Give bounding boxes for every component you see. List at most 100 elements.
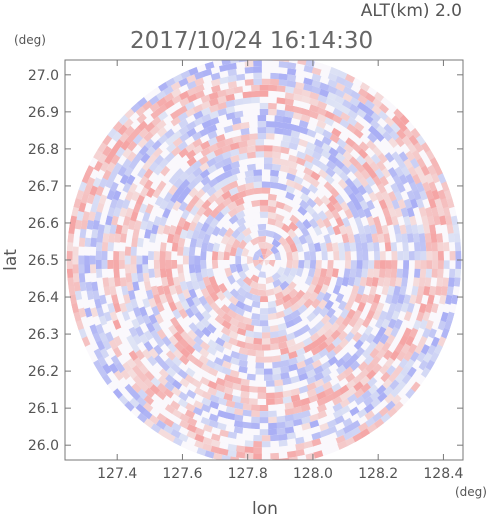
velocity-bin — [215, 371, 226, 380]
velocity-bin — [242, 310, 253, 319]
velocity-bin — [436, 233, 444, 243]
velocity-bin — [372, 363, 383, 375]
velocity-bin — [165, 199, 175, 211]
velocity-bin — [453, 277, 461, 288]
velocity-bin — [272, 278, 283, 289]
velocity-bin — [290, 207, 301, 218]
velocity-bin — [359, 233, 368, 244]
velocity-bin — [356, 354, 367, 366]
velocity-bin — [104, 355, 114, 367]
velocity-bin — [200, 191, 211, 203]
velocity-bin — [298, 372, 309, 382]
velocity-bin — [387, 285, 395, 296]
velocity-bin — [89, 264, 97, 274]
velocity-bin — [222, 197, 233, 207]
velocity-bin — [427, 164, 437, 176]
velocity-bin — [407, 343, 418, 355]
velocity-bin — [253, 331, 262, 339]
velocity-bin — [113, 173, 123, 185]
velocity-bin — [257, 127, 267, 134]
velocity-bin — [222, 219, 233, 231]
velocity-bin — [209, 207, 220, 219]
velocity-bin — [225, 412, 236, 421]
velocity-bin — [277, 322, 288, 331]
velocity-bin — [174, 185, 185, 196]
velocity-bin — [162, 207, 171, 219]
velocity-bin — [217, 101, 228, 110]
velocity-bin — [101, 268, 109, 278]
velocity-bin — [246, 355, 256, 363]
velocity-bin — [223, 137, 234, 146]
velocity-bin — [446, 198, 455, 209]
velocity-bin — [157, 126, 168, 138]
velocity-bin — [346, 200, 356, 212]
velocity-bin — [178, 338, 189, 349]
velocity-bin — [112, 162, 123, 173]
velocity-bin — [317, 100, 328, 110]
velocity-bin — [384, 268, 392, 279]
velocity-bin — [235, 433, 246, 441]
velocity-bin — [444, 189, 453, 201]
velocity-bin — [349, 360, 361, 372]
velocity-bin — [130, 264, 137, 274]
velocity-bin — [131, 190, 141, 202]
velocity-bin — [397, 260, 404, 270]
velocity-bin — [320, 361, 332, 371]
velocity-bin — [393, 285, 401, 296]
velocity-bin — [159, 148, 171, 159]
velocity-bin — [384, 183, 394, 194]
velocity-bin — [327, 91, 338, 101]
velocity-bin — [412, 206, 421, 218]
velocity-bin — [105, 215, 113, 226]
velocity-bin — [180, 300, 190, 311]
velocity-bin — [302, 290, 312, 302]
velocity-bin — [228, 295, 239, 306]
velocity-bin — [440, 224, 448, 235]
velocity-bin — [251, 96, 261, 104]
velocity-bin — [125, 190, 134, 202]
velocity-bin — [192, 413, 203, 423]
velocity-bin — [163, 114, 174, 125]
velocity-bin — [159, 241, 167, 252]
velocity-bin — [376, 160, 387, 172]
velocity-bin — [131, 318, 141, 329]
velocity-bin — [376, 124, 387, 136]
velocity-bin — [136, 396, 147, 407]
velocity-bin — [92, 219, 100, 230]
velocity-bin — [383, 233, 391, 244]
velocity-bin — [326, 307, 336, 319]
velocity-bin — [102, 134, 113, 146]
velocity-bin — [292, 418, 303, 427]
velocity-bin — [168, 208, 178, 219]
velocity-bin — [178, 426, 189, 436]
velocity-bin — [156, 382, 168, 394]
velocity-bin — [324, 299, 334, 311]
velocity-bin — [349, 96, 361, 107]
velocity-bin — [194, 255, 201, 265]
velocity-bin — [109, 311, 118, 322]
velocity-bin — [165, 242, 173, 252]
velocity-bin — [410, 158, 420, 169]
velocity-bin — [288, 148, 299, 157]
velocity-bin — [396, 182, 406, 194]
velocity-bin — [274, 121, 284, 129]
velocity-bin — [193, 174, 204, 185]
velocity-bin — [436, 277, 444, 288]
velocity-bin — [86, 332, 96, 344]
velocity-bin — [271, 349, 282, 357]
velocity-bin — [244, 323, 255, 332]
velocity-bin — [98, 177, 108, 189]
velocity-bin — [277, 189, 288, 198]
velocity-bin — [68, 223, 76, 234]
velocity-bin — [84, 246, 91, 256]
velocity-bin — [448, 303, 457, 314]
velocity-bin — [188, 322, 199, 333]
velocity-bin — [227, 449, 237, 458]
velocity-bin — [346, 308, 356, 320]
velocity-bin — [214, 195, 225, 206]
velocity-bin — [101, 250, 108, 260]
velocity-bin — [117, 124, 128, 136]
velocity-bin — [191, 131, 203, 141]
velocity-bin — [221, 150, 232, 160]
velocity-bin — [180, 440, 191, 450]
